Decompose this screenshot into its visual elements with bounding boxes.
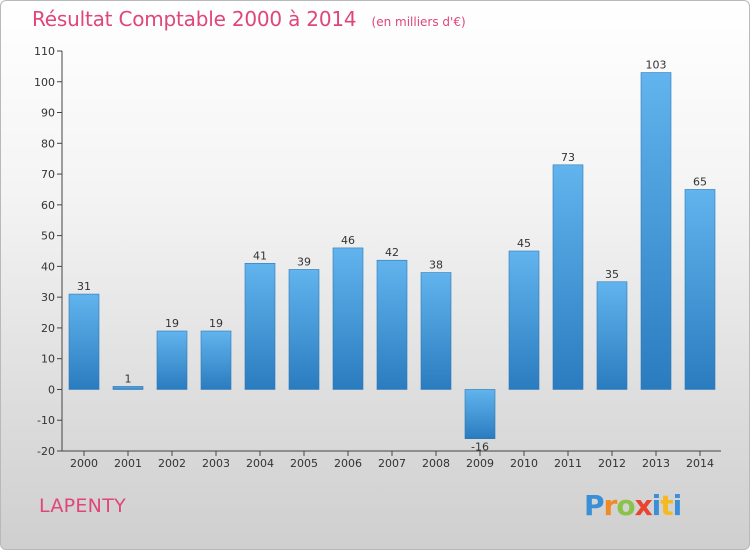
bar [376,259,408,390]
bar [640,72,672,390]
data-label: 19 [209,317,223,330]
y-tick-label: 40 [41,260,55,273]
chart-title: Résultat Comptable 2000 à 2014 [32,7,357,31]
data-label: 45 [517,237,531,250]
location-name: LAPENTY [39,495,127,517]
y-tick-label: -10 [37,414,55,427]
y-tick-label: 100 [34,76,55,89]
data-label: 39 [297,255,311,268]
bar [420,272,452,390]
logo-letter: r [603,489,618,522]
x-tick-label: 2007 [378,457,406,470]
bar [112,386,144,390]
x-tick-label: 2008 [422,457,450,470]
bar [596,281,628,390]
logo-letter: i [651,489,662,522]
chart-subtitle: (en milliers d'€) [371,15,466,29]
bar [200,330,232,390]
x-tick-label: 2001 [114,457,142,470]
data-label: 1 [125,372,132,385]
x-tick-label: 2011 [554,457,582,470]
x-tick-label: 2009 [466,457,494,470]
x-tick-label: 2006 [334,457,362,470]
logo-letter: i [672,489,683,522]
data-label: 65 [693,175,707,188]
y-tick-label: 80 [41,137,55,150]
y-tick-label: 20 [41,322,55,335]
y-tick-label: 30 [41,291,55,304]
data-label: 19 [165,317,179,330]
data-label: -16 [471,441,489,454]
logo-letter: t [660,489,673,522]
x-tick-label: 2002 [158,457,186,470]
x-tick-label: 2003 [202,457,230,470]
data-label: 35 [605,268,619,281]
y-tick-label: -20 [37,445,55,458]
data-label: 41 [253,249,267,262]
logo-letter: x [634,489,653,522]
data-label: 103 [646,59,667,72]
x-tick-label: 2004 [246,457,274,470]
bar [508,250,540,390]
x-tick-label: 2005 [290,457,318,470]
data-label: 38 [429,259,443,272]
y-tick-label: 50 [41,230,55,243]
data-label: 46 [341,234,355,247]
bar [464,389,496,439]
logo-letter: P [584,489,605,522]
x-tick-label: 2013 [642,457,670,470]
y-tick-label: 60 [41,199,55,212]
data-label: 73 [561,151,575,164]
x-tick-label: 2000 [70,457,98,470]
data-label: 31 [77,280,91,293]
bar [332,247,364,390]
x-tick-label: 2014 [686,457,714,470]
bar [552,164,584,390]
y-tick-label: 0 [48,383,55,396]
y-tick-label: 90 [41,107,55,120]
bar [288,269,320,390]
data-label: 42 [385,246,399,259]
x-tick-label: 2010 [510,457,538,470]
x-tick-label: 2012 [598,457,626,470]
y-tick-label: 10 [41,353,55,366]
bar [156,330,188,390]
bar [68,293,100,390]
y-tick-label: 110 [34,45,55,58]
y-tick-label: 70 [41,168,55,181]
proxiti-logo: Proxiti [584,489,683,522]
title-row: Résultat Comptable 2000 à 2014 (en milli… [32,7,466,31]
logo-letter: o [616,489,635,522]
bar [244,263,276,390]
bar [684,189,716,390]
